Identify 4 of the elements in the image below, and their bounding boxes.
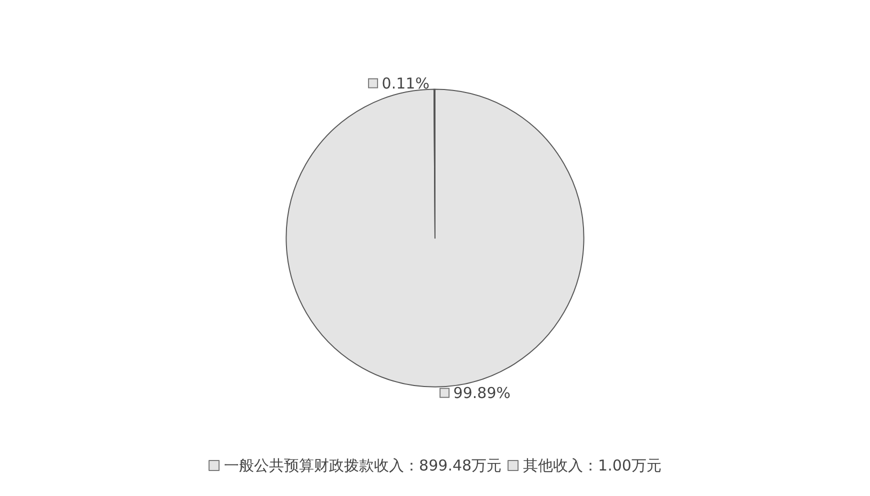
- data-label: 99.89%: [448, 384, 511, 402]
- legend-label: 一般公共预算财政拨款收入：899.48万元: [224, 456, 502, 474]
- data-label: 0.11%: [377, 74, 430, 92]
- legend-label: 其他收入：1.00万元: [523, 456, 662, 474]
